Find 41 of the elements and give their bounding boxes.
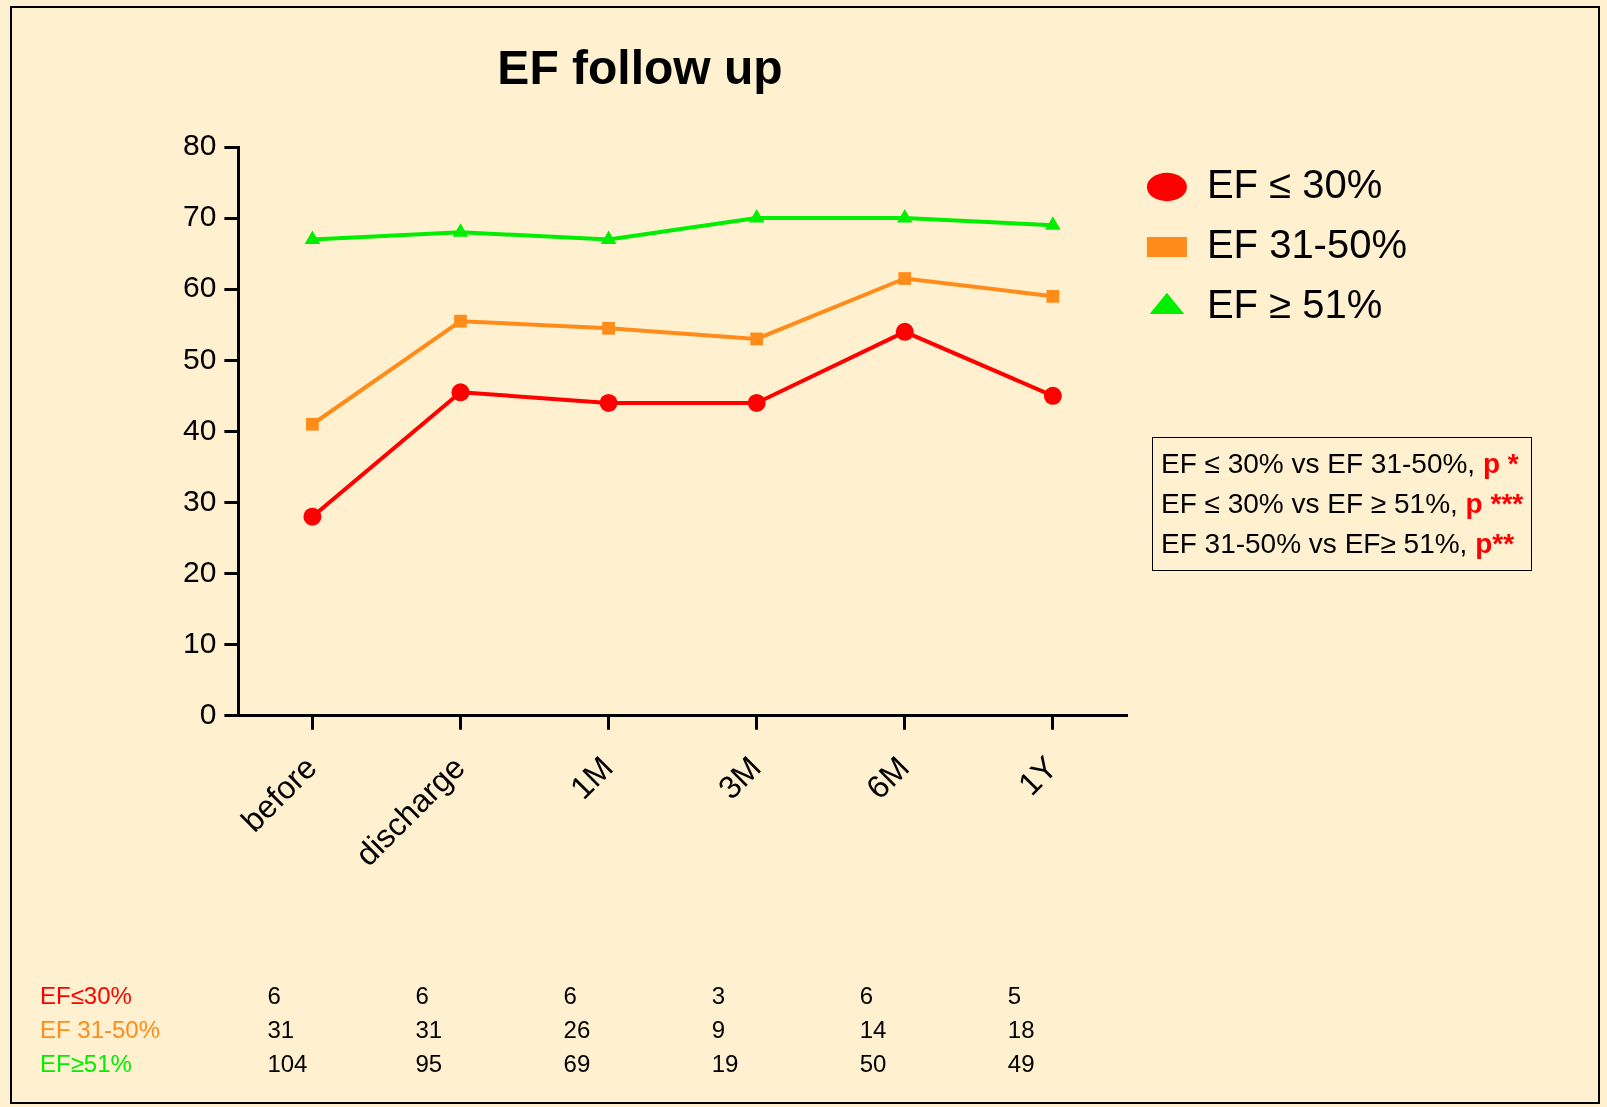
text: EF 31-50% <box>40 1016 161 1044</box>
y-tick-label: 10 <box>182 625 217 659</box>
chart-title: EF follow up <box>496 40 784 95</box>
y-tick-label: 80 <box>182 128 217 162</box>
x-tick-label: 6M <box>859 749 916 806</box>
text: 9 <box>711 1016 726 1044</box>
text: EF≤30% <box>40 982 132 1010</box>
text: 50 <box>859 1050 887 1078</box>
text: 19 <box>711 1050 739 1078</box>
text: 49 <box>1007 1050 1035 1078</box>
text: 95 <box>415 1050 443 1078</box>
text: 31 <box>415 1016 443 1044</box>
text: 5 <box>1007 982 1022 1010</box>
text: 104 <box>267 1050 308 1078</box>
legend-label: EF ≤ 30% <box>1206 162 1383 207</box>
legend-label: EF 31-50% <box>1206 222 1408 267</box>
y-tick-label: 0 <box>199 697 217 730</box>
text: 31 <box>267 1016 295 1044</box>
y-tick-label: 60 <box>182 270 217 304</box>
legend-label: EF ≥ 51% <box>1206 282 1383 327</box>
text: EF ≤ 30% vs EF ≥ 51%, p *** <box>1161 488 1524 519</box>
y-tick-label: 40 <box>182 412 217 446</box>
text: EF ≤ 30% vs EF 31-50%, p * <box>1161 448 1519 479</box>
text: 69 <box>563 1050 591 1078</box>
text: 6 <box>563 982 577 1010</box>
y-tick-label: 50 <box>182 341 217 375</box>
y-tick-label: 70 <box>182 199 217 233</box>
text: 6 <box>415 982 429 1010</box>
x-tick-label: 1M <box>562 749 620 806</box>
text: 26 <box>563 1016 591 1044</box>
y-tick-label: 30 <box>182 483 217 517</box>
text: EF 31-50% vs EF≥ 51%, p** <box>1161 528 1515 559</box>
text: 6 <box>267 982 281 1010</box>
x-tick-label: 3M <box>710 749 768 806</box>
text: 18 <box>1007 1016 1035 1044</box>
text: EF≥51% <box>40 1050 132 1078</box>
y-tick-label: 20 <box>182 554 217 588</box>
x-tick-label: 1Y <box>1010 749 1065 803</box>
text: 3 <box>711 982 726 1010</box>
text: 14 <box>859 1016 887 1044</box>
text: 6 <box>859 982 874 1010</box>
